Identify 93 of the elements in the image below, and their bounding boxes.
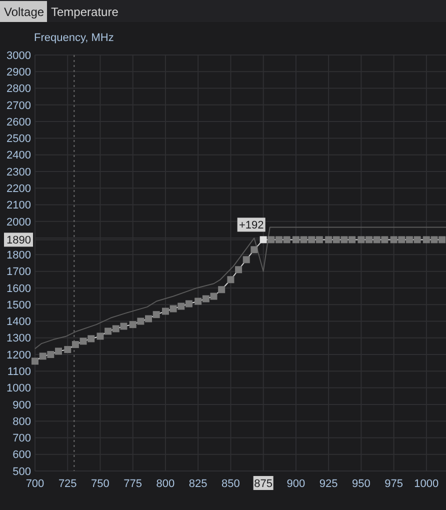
point <box>406 236 413 244</box>
point <box>332 236 340 244</box>
y-tick-label: 1100 <box>7 366 31 378</box>
y-tick-label: 600 <box>12 449 31 462</box>
y-axis-title: Frequency, MHz <box>34 32 114 44</box>
point <box>316 236 323 244</box>
point <box>250 246 258 254</box>
y-tick-label: 1700 <box>6 266 31 278</box>
point <box>227 276 234 284</box>
point <box>422 236 430 244</box>
point <box>218 286 226 294</box>
text: Voltage <box>4 5 44 19</box>
point <box>300 236 308 244</box>
x-tick-label: 875 <box>254 478 273 490</box>
point <box>152 311 160 318</box>
y-tick-label: 1890 <box>6 234 31 247</box>
point <box>430 236 438 244</box>
point <box>308 236 316 244</box>
y-tick-label: 2400 <box>6 150 31 162</box>
y-tick-label: 1200 <box>6 349 31 362</box>
y-tick-label: 2500 <box>6 133 31 146</box>
y-tick-label: 2100 <box>6 200 31 212</box>
point <box>202 295 210 302</box>
point <box>104 328 112 335</box>
point <box>348 236 356 244</box>
x-tick-label: 775 <box>124 478 142 490</box>
y-tick-label: 1400 <box>6 316 31 328</box>
point <box>235 266 242 274</box>
point <box>340 236 348 244</box>
y-tick-label: 1300 <box>6 332 31 345</box>
point <box>373 236 380 244</box>
point <box>292 236 300 244</box>
y-tick-label: 2000 <box>6 216 31 228</box>
y-tick-label: 800 <box>12 416 31 428</box>
point <box>178 302 185 310</box>
point <box>185 300 192 308</box>
y-tick-label: 2300 <box>6 166 31 178</box>
x-tick-label: 925 <box>319 478 338 490</box>
point <box>129 321 136 328</box>
annotation: +192 <box>238 220 264 232</box>
x-tick-label: 950 <box>352 478 370 490</box>
point <box>162 308 169 315</box>
point <box>32 358 38 365</box>
point <box>112 325 120 332</box>
y-tick-label: 1800 <box>6 250 31 262</box>
point <box>145 315 152 322</box>
x-tick-label: 850 <box>222 478 240 490</box>
x-tick-label: 750 <box>91 478 110 490</box>
point <box>137 318 144 325</box>
point <box>47 351 54 358</box>
x-tick-label: 725 <box>58 478 77 490</box>
point <box>390 236 398 244</box>
x-tick-label: 800 <box>156 478 175 490</box>
x-tick-label: 825 <box>188 478 208 490</box>
y-tick-label: 2800 <box>6 83 31 96</box>
point <box>358 236 365 244</box>
point <box>275 236 282 244</box>
point <box>64 346 72 354</box>
point <box>80 338 87 345</box>
x-tick-label: 900 <box>286 478 306 490</box>
point <box>170 305 177 312</box>
point <box>283 236 290 244</box>
point <box>381 236 388 244</box>
y-tick-label: 1000 <box>6 382 31 395</box>
y-tick-label: 3000 <box>6 50 31 62</box>
text: Temperature <box>51 5 119 19</box>
x-tick-label: 700 <box>26 478 44 490</box>
point <box>120 322 128 330</box>
point <box>414 236 421 244</box>
y-tick-label: 700 <box>12 432 31 445</box>
x-tick-label: 1000 <box>414 478 439 490</box>
point <box>268 236 275 244</box>
point <box>88 335 95 342</box>
y-tick-label: 1500 <box>6 299 31 312</box>
point <box>210 292 218 300</box>
y-tick-label: 1600 <box>6 282 31 295</box>
point <box>438 236 446 244</box>
point <box>96 332 104 340</box>
x-tick-label: 975 <box>384 478 403 490</box>
y-tick-label: 2200 <box>6 182 31 195</box>
y-tick-label: 2700 <box>6 100 31 112</box>
y-tick-label: 2600 <box>6 116 31 128</box>
point <box>242 256 250 264</box>
point <box>54 348 62 355</box>
point <box>366 236 373 244</box>
y-tick-label: 900 <box>12 399 31 412</box>
point <box>398 236 406 244</box>
y-tick-label: 500 <box>12 466 31 478</box>
point <box>325 236 332 244</box>
point <box>72 341 79 348</box>
point <box>194 298 202 305</box>
y-tick-label: 2900 <box>6 66 31 78</box>
point <box>39 352 46 360</box>
